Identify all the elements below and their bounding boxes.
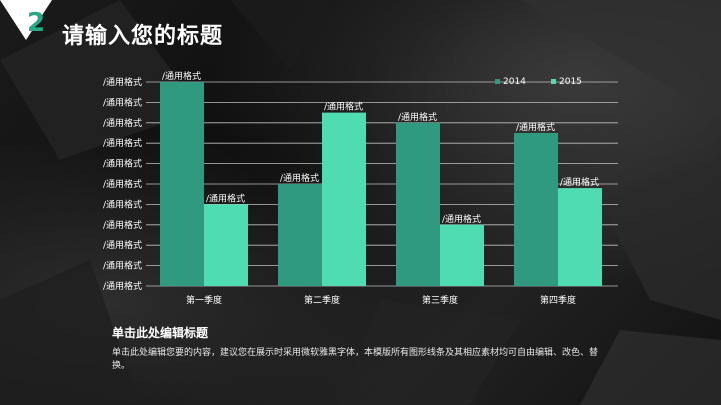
y-tick-label: /通用格式 [103,158,142,170]
section-number: 2 [27,8,46,38]
bar [396,122,440,286]
data-label: /通用格式 [398,111,437,123]
y-tick-label: /通用格式 [103,260,142,272]
legend-label: 2014 [503,77,526,87]
x-tick-label: 第四季度 [540,294,576,306]
bar [440,224,484,286]
bar [558,188,602,286]
data-label: /通用格式 [324,101,363,113]
data-label: /通用格式 [162,70,201,82]
data-label: /通用格式 [560,176,599,188]
bar-chart: /通用格式/通用格式/通用格式/通用格式/通用格式/通用格式/通用格式/通用格式… [103,70,618,306]
y-tick-label: /通用格式 [103,198,142,210]
y-tick-label: /通用格式 [103,137,142,149]
data-label: /通用格式 [280,172,319,184]
data-label: /通用格式 [516,121,555,133]
bar [160,82,204,286]
x-tick-label: 第三季度 [422,294,458,306]
triangle-icon [0,0,52,40]
legend-swatch [495,79,500,84]
content-subtitle[interactable]: 单击此处编辑标题 [112,326,209,340]
bar [322,112,366,286]
data-label: /通用格式 [206,192,245,204]
legend-swatch [551,79,556,84]
page-title: 请输入您的标题 [62,24,224,49]
x-tick-label: 第一季度 [186,294,222,306]
section-badge [0,0,52,40]
y-tick-label: /通用格式 [103,117,142,129]
y-tick-label: /通用格式 [103,280,142,292]
bar [514,133,558,286]
y-tick-label: /通用格式 [103,178,142,190]
bar [204,204,248,286]
x-tick-label: 第二季度 [304,294,340,306]
content-body[interactable]: 单击此处编辑您要的内容，建议您在展示时采用微软雅黑字体，本模版所有图形线条及其相… [112,348,599,371]
data-label: /通用格式 [442,213,481,225]
y-tick-label: /通用格式 [103,239,142,251]
bar [278,184,322,286]
y-tick-label: /通用格式 [103,96,142,108]
legend-label: 2015 [559,77,582,87]
y-tick-label: /通用格式 [103,76,142,88]
y-tick-label: /通用格式 [103,219,142,231]
